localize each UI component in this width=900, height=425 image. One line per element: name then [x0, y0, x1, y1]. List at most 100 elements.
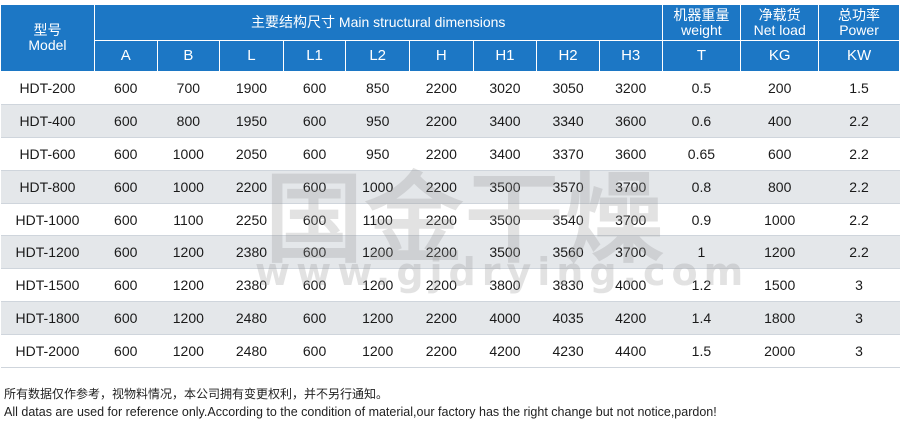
cell-weight: 0.6	[662, 104, 741, 138]
cell-h1: 3500	[473, 235, 537, 270]
cell-netload: 1200	[740, 235, 819, 270]
col-header-h3: H3	[598, 40, 663, 72]
cell-l: 2380	[219, 268, 284, 303]
cell-h: 2200	[409, 137, 474, 171]
power-header: 总功率 Power	[818, 4, 900, 41]
cell-h3: 3600	[599, 104, 663, 138]
cell-h2: 3340	[536, 104, 600, 138]
cell-h2: 3570	[536, 170, 600, 204]
col-header-l2: L2	[345, 40, 410, 72]
cell-h: 2200	[409, 203, 474, 237]
cell-h1: 3400	[473, 104, 537, 138]
dimensions-header: 主要结构尺寸 Main structural dimensions	[93, 4, 663, 41]
table-row: HDT-1200 600 1200 2380 600 1200 2200 3500 3560 37…	[0, 235, 900, 270]
cell-l: 1950	[219, 104, 284, 138]
cell-l2: 950	[345, 137, 410, 171]
table-row: HDT-200 600 700 1900 600 850 2200 3020 3050 3200 0…	[0, 71, 900, 105]
col-header-power-unit: KW	[818, 40, 900, 72]
table-body: HDT-200 600 700 1900 600 850 2200 3020 3050 3200 0…	[0, 71, 900, 369]
cell-weight: 0.5	[662, 71, 741, 105]
cell-l1: 600	[283, 203, 346, 237]
cell-power: 3	[818, 268, 900, 303]
cell-h: 2200	[409, 235, 474, 270]
cell-h2: 3830	[536, 268, 600, 303]
cell-h3: 3700	[599, 170, 663, 204]
cell-l: 2380	[219, 235, 284, 270]
cell-power: 2.2	[818, 203, 900, 237]
cell-l1: 600	[283, 104, 346, 138]
cell-l: 2480	[219, 301, 284, 336]
cell-l: 2250	[219, 203, 284, 237]
cell-power: 2.2	[818, 104, 900, 138]
cell-weight: 1	[662, 235, 741, 270]
cell-l2: 850	[345, 71, 410, 105]
cell-l1: 600	[283, 301, 346, 336]
cell-h2: 3050	[536, 71, 600, 105]
cell-h1: 3400	[473, 137, 537, 171]
cell-l: 2200	[219, 170, 284, 204]
cell-model: HDT-1800	[0, 301, 95, 336]
cell-model: HDT-800	[0, 170, 95, 204]
cell-model: HDT-1200	[0, 235, 95, 270]
cell-power: 2.2	[818, 137, 900, 171]
cell-b: 1200	[157, 301, 220, 336]
cell-a: 600	[94, 137, 158, 171]
cell-weight: 1.5	[662, 334, 741, 369]
netload-header: 净载货 Net load	[740, 4, 820, 41]
table-row: HDT-1500 600 1200 2380 600 1200 2200 3800 3830 40…	[0, 268, 900, 303]
cell-l: 1900	[219, 71, 284, 105]
cell-b: 1200	[157, 268, 220, 303]
cell-l1: 600	[283, 71, 346, 105]
footnotes: 所有数据仅作参考，视物料情况，本公司拥有变更权利，并不另行通知。 All dat…	[4, 386, 896, 421]
cell-netload: 200	[740, 71, 819, 105]
netload-header-en: Net load	[753, 21, 806, 38]
cell-b: 1100	[157, 203, 220, 237]
cell-l1: 600	[283, 235, 346, 270]
cell-power: 3	[818, 334, 900, 369]
cell-h1: 3020	[473, 71, 537, 105]
cell-model: HDT-400	[0, 104, 95, 138]
spec-table-container: 型号 Model 主要结构尺寸 Main structural dimensio…	[0, 4, 900, 369]
cell-a: 600	[94, 203, 158, 237]
cell-l1: 600	[283, 268, 346, 303]
cell-l1: 600	[283, 170, 346, 204]
cell-a: 600	[94, 104, 158, 138]
cell-h3: 3700	[599, 235, 663, 270]
cell-netload: 800	[740, 170, 819, 204]
cell-power: 2.2	[818, 170, 900, 204]
power-header-cn: 总功率	[838, 6, 881, 23]
table-row: HDT-1800 600 1200 2480 600 1200 2200 4000 4035 42…	[0, 301, 900, 336]
cell-weight: 1.4	[662, 301, 741, 336]
cell-model: HDT-1500	[0, 268, 95, 303]
cell-h: 2200	[409, 334, 474, 369]
cell-l2: 1200	[345, 235, 410, 270]
cell-h2: 3560	[536, 235, 600, 270]
cell-netload: 1800	[740, 301, 819, 336]
cell-b: 1000	[157, 170, 220, 204]
col-header-h: H	[409, 40, 474, 72]
col-header-l: L	[219, 40, 284, 72]
cell-netload: 400	[740, 104, 819, 138]
cell-b: 1000	[157, 137, 220, 171]
cell-model: HDT-600	[0, 137, 95, 171]
power-header-en: Power	[839, 21, 879, 38]
table-row: HDT-600 600 1000 2050 600 950 2200 3400 3370 3600…	[0, 137, 900, 171]
cell-power: 3	[818, 301, 900, 336]
cell-b: 800	[157, 104, 220, 138]
cell-h: 2200	[409, 104, 474, 138]
cell-h3: 4200	[599, 301, 663, 336]
cell-weight: 0.9	[662, 203, 741, 237]
cell-h2: 3370	[536, 137, 600, 171]
col-header-h1: H1	[472, 40, 538, 72]
cell-h2: 4035	[536, 301, 600, 336]
col-header-b: B	[156, 40, 221, 72]
cell-h3: 3200	[599, 71, 663, 105]
cell-netload: 1000	[740, 203, 819, 237]
cell-model: HDT-200	[0, 71, 95, 105]
cell-h1: 3500	[473, 170, 537, 204]
table-row: HDT-1000 600 1100 2250 600 1100 2200 3500 3540 37…	[0, 203, 900, 237]
cell-l2: 1000	[345, 170, 410, 204]
col-header-a: A	[93, 40, 158, 72]
cell-h3: 4400	[599, 334, 663, 369]
weight-header-cn: 机器重量	[673, 6, 730, 23]
